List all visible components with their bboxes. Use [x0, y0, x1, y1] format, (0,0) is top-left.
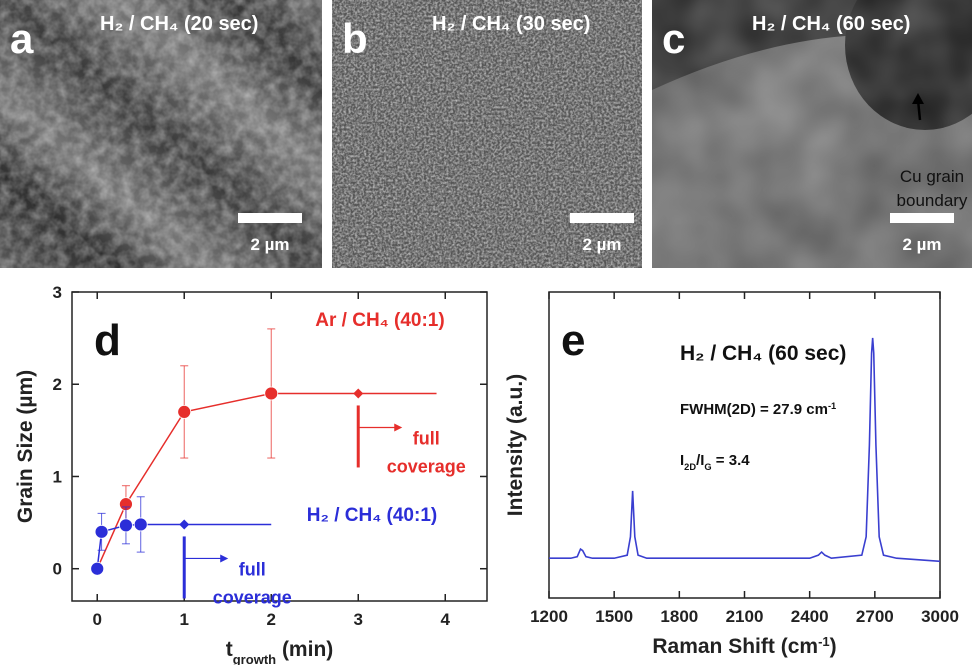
- x-tick-label: 4: [441, 610, 451, 629]
- series-name: H₂ / CH₄ (40:1): [307, 505, 437, 526]
- annotation: FWHM(2D) = 27.9 cm-1: [680, 401, 836, 418]
- text-part: growth: [233, 652, 276, 665]
- x-tick-label: 1200: [530, 607, 568, 626]
- y-axis-label: Intensity (a.u.): [504, 374, 527, 516]
- x-tick-label: 2700: [856, 607, 894, 626]
- series-name: Ar / CH₄ (40:1): [315, 310, 444, 331]
- y-axis-label: Grain Size (µm): [14, 370, 37, 523]
- text-part: = 3.4: [712, 452, 751, 469]
- x-axis-label: tgrowth (min): [226, 638, 334, 665]
- marker: [177, 405, 192, 419]
- y-tick-label: 0: [53, 560, 62, 579]
- marker: [94, 524, 109, 539]
- text-part: G: [704, 462, 711, 472]
- sem-image-b: [332, 0, 642, 268]
- x-tick-label: 0: [92, 610, 101, 629]
- text-part: -1: [818, 634, 830, 649]
- x-tick-label: 3: [354, 610, 363, 629]
- panel-title: H₂ / CH₄ (60 sec): [752, 13, 910, 35]
- marker: [179, 519, 190, 530]
- text-part: t: [226, 638, 233, 661]
- text-part: ): [830, 635, 837, 658]
- sem-image-c: [652, 0, 972, 268]
- x-tick-label: 1800: [660, 607, 698, 626]
- marker: [353, 388, 364, 399]
- marker: [90, 561, 105, 576]
- annotation-arrowhead: [394, 423, 403, 432]
- y-tick-label: 3: [53, 283, 62, 302]
- text-part: I: [680, 452, 684, 469]
- x-tick-label: 3000: [921, 607, 959, 626]
- annotation: coverage: [387, 456, 466, 476]
- x-tick-label: 2100: [726, 607, 764, 626]
- annotation: H₂ / CH₄ (60 sec): [680, 342, 846, 365]
- annotation: I2D/IG = 3.4: [680, 452, 750, 472]
- plot-frame: [71, 291, 488, 602]
- text-part: FWHM(2D) = 27.9 cm: [680, 401, 828, 418]
- scale-bar-label: 2 µm: [250, 235, 289, 254]
- x-tick-label: 1500: [595, 607, 633, 626]
- data-line: [96, 392, 437, 570]
- y-tick-label: 1: [53, 467, 62, 486]
- text-part: (min): [276, 638, 333, 661]
- y-tick-label: 2: [53, 375, 62, 394]
- panel-label: d: [94, 316, 121, 365]
- text-part: 2D: [684, 462, 696, 472]
- data-line: [549, 337, 941, 563]
- scale-bar: [238, 213, 302, 223]
- scale-bar-label: 2 µm: [902, 235, 941, 254]
- marker: [264, 386, 279, 401]
- panel-label: a: [10, 15, 34, 62]
- annotation: full: [239, 559, 266, 579]
- annotation: full: [413, 428, 440, 448]
- annotation-arrowhead: [220, 554, 229, 563]
- marker: [119, 518, 133, 533]
- panel-annotation: boundary: [897, 191, 968, 210]
- text-part: H₂ / CH₄ (60 sec): [680, 342, 846, 365]
- scale-bar: [890, 213, 954, 223]
- x-axis-label: Raman Shift (cm-1): [652, 634, 836, 659]
- panel-label: b: [342, 15, 368, 62]
- text-part: /I: [696, 452, 704, 469]
- sem-image-a: [0, 0, 322, 268]
- x-tick-label: 2400: [791, 607, 829, 626]
- panel-title: H₂ / CH₄ (30 sec): [432, 13, 590, 35]
- marker: [133, 517, 148, 532]
- annotation: coverage: [213, 587, 292, 607]
- scale-bar: [570, 213, 634, 223]
- x-tick-label: 1: [179, 610, 188, 629]
- text-part: Raman Shift (cm: [652, 635, 818, 658]
- panel-label: e: [561, 316, 585, 365]
- plot-frame: [548, 291, 941, 599]
- x-tick-label: 2: [267, 610, 276, 629]
- text-part: -1: [828, 401, 836, 411]
- panel-title: H₂ / CH₄ (20 sec): [100, 13, 258, 35]
- scale-bar-label: 2 µm: [582, 235, 621, 254]
- panel-label: c: [662, 15, 685, 62]
- panel-annotation: Cu grain: [900, 167, 964, 186]
